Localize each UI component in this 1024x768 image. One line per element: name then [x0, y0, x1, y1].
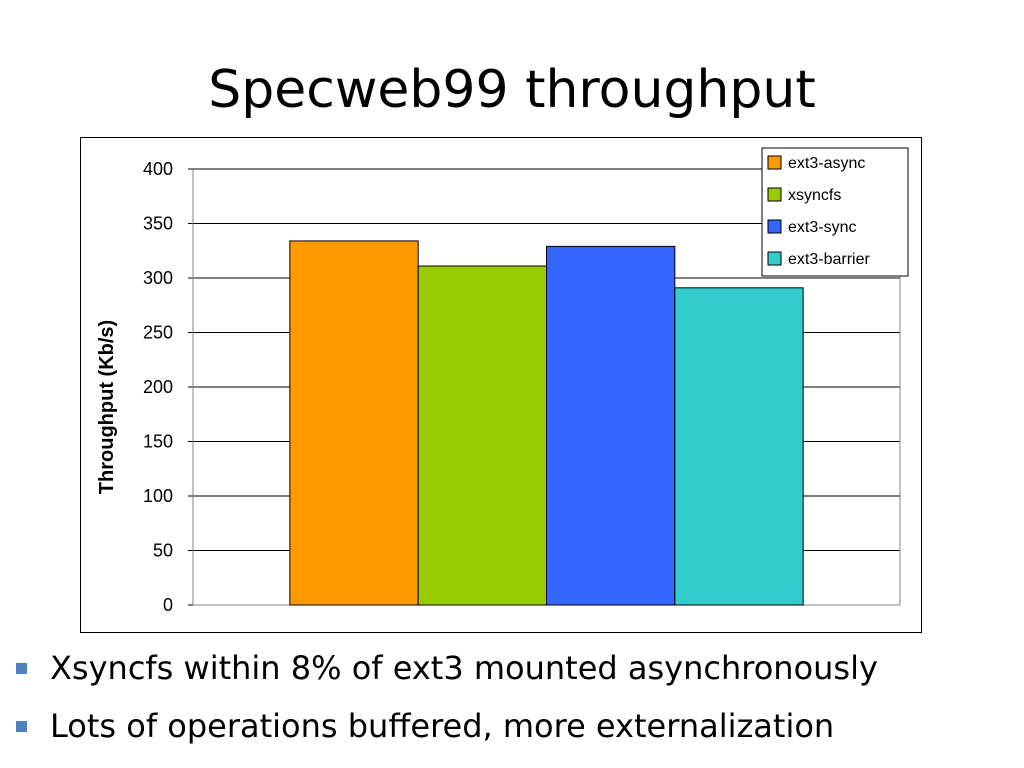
bar-chart: 0 50 100 150 200 250 300 350 400 Throughput (Kb/… [96, 147, 909, 615]
legend-swatch [767, 219, 782, 234]
bullet-item: Xsyncfs within 8% of ext3 mounted asynch… [14, 646, 1014, 704]
y-tick-label: 0 [163, 595, 173, 615]
y-tick-label: 350 [143, 214, 173, 234]
legend-swatch [767, 187, 782, 202]
y-tick-label: 100 [143, 486, 173, 506]
bullet-text: Xsyncfs within 8% of ext3 mounted asynch… [50, 649, 878, 687]
y-tick-label: 200 [143, 377, 173, 397]
legend-label: ext3-sync [788, 219, 856, 236]
y-tick-label: 50 [153, 541, 173, 561]
legend-label: xsyncfs [788, 187, 841, 204]
legend-box [761, 147, 909, 277]
y-axis-label: Throughput (Kb/s) [96, 320, 118, 494]
bullet-marker [16, 721, 27, 732]
bullet-marker [16, 663, 27, 674]
y-tick-label: 400 [143, 159, 173, 179]
bullet-text: Lots of operations buffered, more extern… [50, 707, 835, 745]
bar-ext3-async [289, 240, 419, 606]
bar-ext3-sync [546, 245, 676, 606]
legend-swatch [767, 155, 782, 170]
slide-title: Specweb99 throughput [208, 60, 816, 120]
bars [289, 240, 804, 606]
y-tick-label: 250 [143, 323, 173, 343]
legend: ext3-async xsyncfs ext3-sync ext3-barrier [761, 147, 909, 277]
bar-xsyncfs [417, 265, 547, 606]
legend-swatch [767, 251, 782, 266]
bullet-list: Xsyncfs within 8% of ext3 mounted asynch… [14, 646, 1014, 762]
y-tick-label: 300 [143, 268, 173, 288]
bullet-item: Lots of operations buffered, more extern… [14, 704, 1014, 762]
legend-label: ext3-barrier [788, 251, 870, 268]
y-tick-labels: 0 50 100 150 200 250 300 350 400 [143, 159, 173, 615]
legend-label: ext3-async [788, 155, 865, 172]
y-tick-label: 150 [143, 432, 173, 452]
bar-ext3-barrier [674, 287, 804, 606]
